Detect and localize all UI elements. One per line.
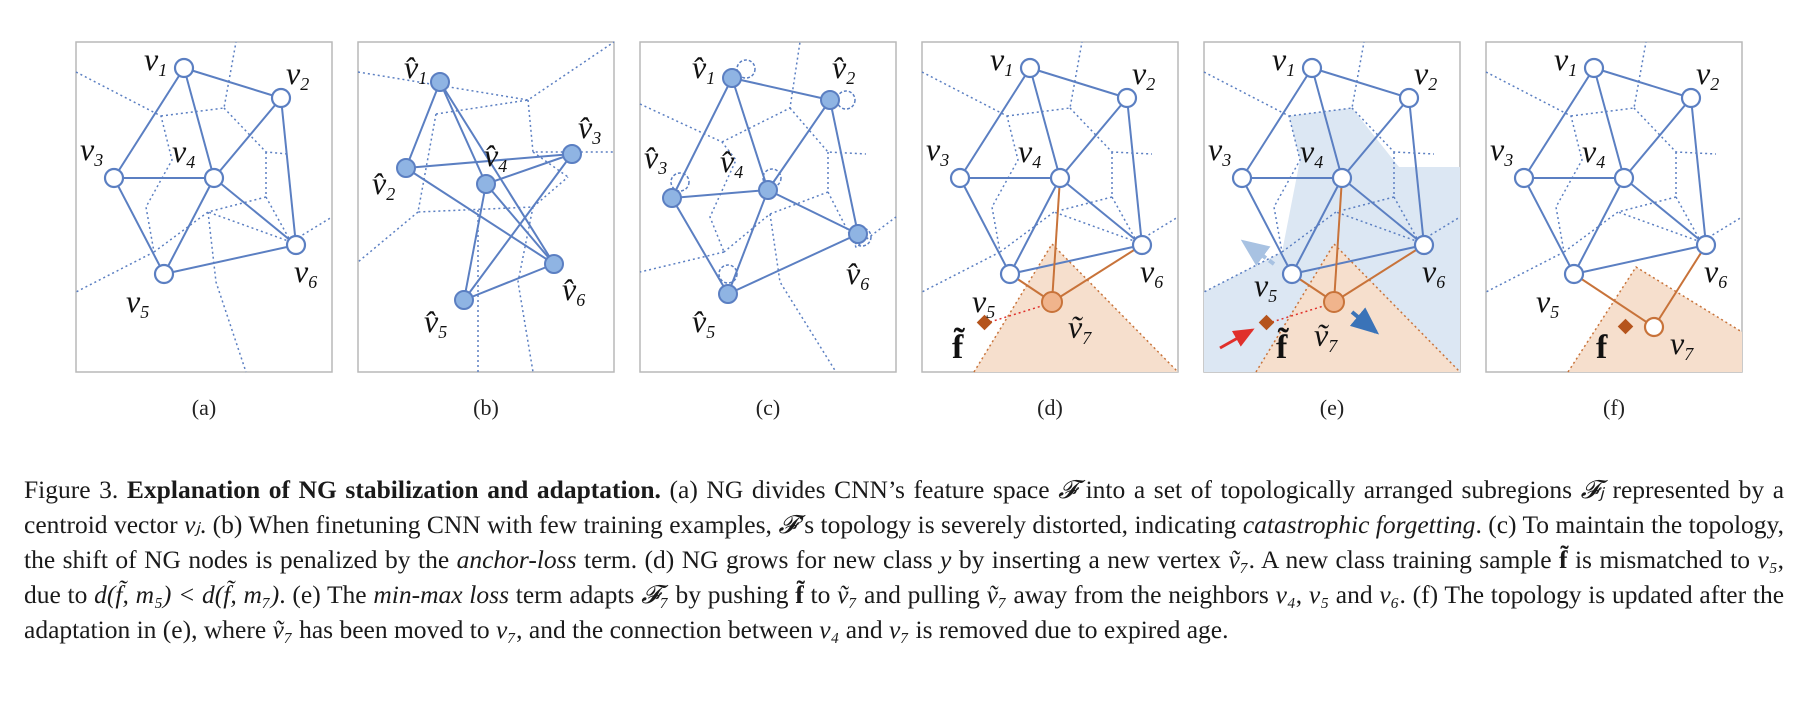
caption-segment: is mismatched to bbox=[1567, 545, 1758, 574]
caption-segment: . (e) The bbox=[279, 580, 374, 609]
caption-segment: term. (d) NG grows for new class bbox=[576, 545, 941, 574]
panel-label-c: (c) bbox=[755, 395, 781, 420]
figure-number: Figure 3. bbox=[24, 475, 119, 504]
panel-label-a: (a) bbox=[191, 395, 217, 420]
panel-d: v1 v2 v3 v4 v5 v6 ṽ7 f̃ bbox=[921, 41, 1179, 373]
math-Fj: 𝓕ⱼ bbox=[1580, 475, 1604, 504]
math-v7-tilde: ṽ₇ bbox=[986, 580, 1007, 609]
term-min-max-loss: min-max loss bbox=[373, 580, 509, 609]
math-v7: v₇ bbox=[495, 615, 517, 644]
term-catastrophic-forgetting: catastrophic forgetting bbox=[1242, 510, 1476, 539]
caption-segment: has been moved to bbox=[292, 615, 496, 644]
math-v7: v₇ bbox=[888, 615, 910, 644]
math-v4: v₄ bbox=[819, 615, 840, 644]
figure-caption: Figure 3. Explanation of NG stabilizatio… bbox=[24, 472, 1784, 647]
math-v5: v₅ bbox=[1308, 580, 1330, 609]
caption-segment: by pushing bbox=[668, 580, 796, 609]
math-v7-tilde: ṽ₇ bbox=[837, 580, 858, 609]
math-F: 𝓕 bbox=[1058, 475, 1077, 504]
math-f-tilde: f̃ bbox=[1559, 545, 1568, 574]
math-v7-tilde: ṽ₇ bbox=[272, 615, 293, 644]
caption-segment: and bbox=[839, 615, 889, 644]
caption-text: Figure 3. Explanation of NG stabilizatio… bbox=[24, 472, 1784, 647]
caption-segment: . (c) To maintain the topology, the shif… bbox=[24, 510, 1785, 574]
math-F: 𝓕 bbox=[778, 510, 798, 539]
math-v7-tilde: ṽ₇ bbox=[1228, 545, 1249, 574]
panel-c: v̂1 v̂2 v̂3 v̂4 v̂5 v̂6 bbox=[639, 41, 897, 373]
new-region bbox=[974, 244, 1178, 372]
panel-label-e: (e) bbox=[1319, 395, 1345, 420]
caption-segment: (a) NG divides CNN’s feature space bbox=[660, 475, 1059, 504]
caption-segment: away from the neighbors bbox=[1006, 580, 1276, 609]
caption-segment: term adapts bbox=[509, 580, 642, 609]
svg-text:f̃: f̃ bbox=[952, 327, 966, 366]
panel-a: v1 v2 v3 v4 v5 v6 bbox=[75, 41, 333, 373]
caption-segment: . A new class training sample bbox=[1248, 545, 1559, 574]
caption-segment: by inserting a new vertex bbox=[951, 545, 1229, 574]
caption-title: Explanation of NG stabilization and adap… bbox=[126, 475, 661, 504]
caption-segment: , due to bbox=[24, 545, 1784, 609]
math-v5: v₅ bbox=[1757, 545, 1778, 574]
graph-nodes bbox=[103, 57, 307, 285]
panel-label-d: (d) bbox=[1037, 395, 1063, 420]
math-v4: v₄ bbox=[1275, 580, 1296, 609]
math-inequality: d(f̃, m₅) < d(f̃, m₇) bbox=[94, 580, 280, 609]
panel-label-f: (f) bbox=[1603, 395, 1625, 420]
svg-text:f: f bbox=[1596, 329, 1608, 366]
caption-segment: to bbox=[803, 580, 838, 609]
math-y: y bbox=[940, 545, 952, 574]
caption-segment: , bbox=[1295, 580, 1309, 609]
caption-segment: . (f) The topology is updated after the … bbox=[24, 580, 1785, 644]
caption-segment: represented by a centroid vector bbox=[24, 475, 1785, 539]
panel-b: v̂1 v̂2 v̂3 v̂4 v̂5 v̂6 bbox=[357, 41, 615, 373]
panel-label-b: (b) bbox=[473, 395, 499, 420]
graph-edges bbox=[113, 67, 297, 275]
caption-segment: . (b) When finetuning CNN with few train… bbox=[199, 510, 779, 539]
caption-segment: and pulling bbox=[857, 580, 987, 609]
caption-segment: into a set of topologically arranged sub… bbox=[1077, 475, 1581, 504]
panel-frame bbox=[75, 41, 333, 373]
math-f-tilde: f̃ bbox=[795, 580, 804, 609]
figure-illustration: v1 v2 v3 v4 v5 v6 bbox=[75, 41, 1743, 373]
math-F7: 𝓕₇ bbox=[641, 580, 669, 609]
region-e bbox=[1204, 108, 1460, 372]
svg-text:f̃: f̃ bbox=[1276, 327, 1290, 366]
caption-segment: is removed due to expired age. bbox=[909, 615, 1229, 644]
math-v6: v₆ bbox=[1379, 580, 1400, 609]
caption-segment: ’s topology is severely distorted, indic… bbox=[797, 510, 1243, 539]
term-anchor-loss: anchor-loss bbox=[456, 545, 577, 574]
math-vj: vⱼ bbox=[184, 510, 200, 539]
caption-segment: , and the connection between bbox=[516, 615, 820, 644]
svg-text:ṽ7: ṽ7 bbox=[1314, 317, 1338, 356]
caption-segment: and bbox=[1329, 580, 1380, 609]
panel-e: v1 v2 v3 v4 v5 v6 ṽ7 f̃ bbox=[1203, 41, 1461, 373]
panel-f: v1 v2 v3 v4 v5 v6 v7 f bbox=[1485, 41, 1743, 373]
